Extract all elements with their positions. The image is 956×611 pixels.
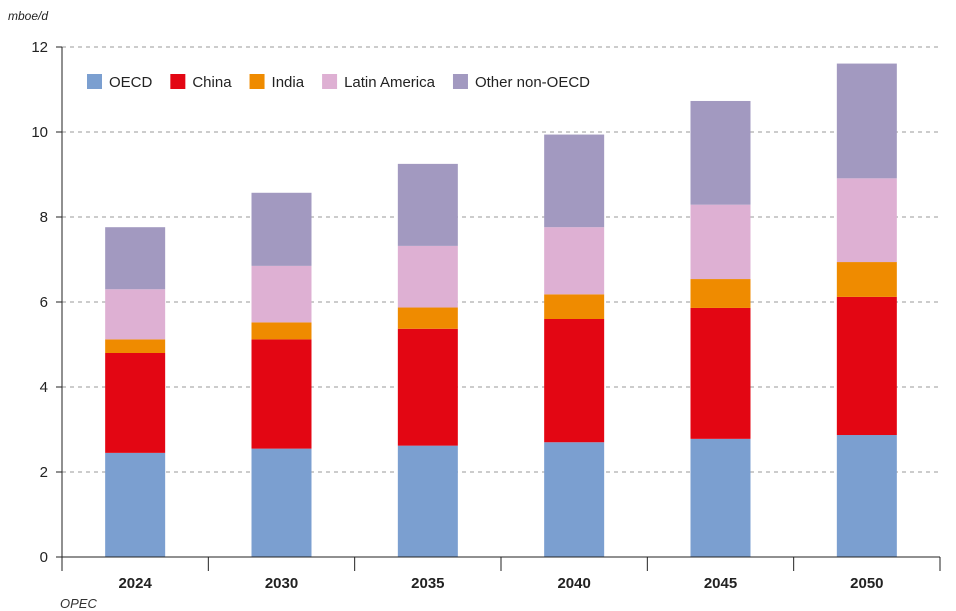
bar-segment-oecd-2024 [105, 452, 166, 557]
bar-segment-oecd-2030 [251, 448, 312, 557]
bar-segment-oecd-2035 [397, 445, 458, 557]
bar-segment-china-2050 [836, 296, 897, 436]
y-axis-unit-label: mboe/d [8, 9, 48, 23]
bar-segment-other-non-oecd-2045 [690, 100, 751, 205]
bar-segment-china-2045 [690, 307, 751, 439]
gridlines [62, 46, 940, 473]
bar-segment-latin-america-2040 [544, 227, 605, 295]
legend-swatch [170, 74, 186, 89]
bar-segment-china-2035 [397, 328, 458, 446]
bar-segment-india-2040 [544, 294, 605, 319]
x-category-label: 2050 [850, 575, 883, 592]
legend-label: Other non-OECD [475, 74, 590, 91]
y-tick-label: 4 [40, 379, 48, 396]
x-category-label: 2030 [265, 575, 298, 592]
bar-segment-india-2045 [690, 279, 751, 308]
bar-segment-india-2030 [251, 322, 312, 340]
x-category-label: 2040 [557, 575, 590, 592]
x-category-label: 2024 [118, 575, 152, 592]
bar-segment-other-non-oecd-2030 [251, 192, 312, 266]
bar-segment-china-2040 [544, 319, 605, 443]
bar-segment-other-non-oecd-2035 [397, 163, 458, 246]
bar-segment-oecd-2045 [690, 438, 751, 557]
bar-segment-latin-america-2035 [397, 245, 458, 308]
bar-segment-india-2050 [836, 262, 897, 297]
bar-segment-latin-america-2045 [690, 204, 751, 280]
legend-swatch [452, 74, 468, 89]
bar-segment-oecd-2050 [836, 435, 897, 557]
legend-label: India [272, 74, 305, 91]
bar-segment-oecd-2040 [544, 442, 605, 557]
bar-segment-india-2024 [105, 339, 166, 353]
bar-segment-latin-america-2050 [836, 178, 897, 263]
bar-segment-china-2024 [105, 353, 166, 453]
bars [105, 63, 897, 557]
bar-segment-other-non-oecd-2040 [544, 134, 605, 228]
legend: OECD China India Latin America Other non-OEC… [87, 74, 590, 91]
y-tick-label: 10 [31, 124, 48, 141]
y-tick-label: 0 [40, 549, 48, 566]
legend-swatch [322, 74, 338, 89]
legend-swatch [87, 74, 102, 89]
y-tick-label: 8 [40, 209, 48, 226]
x-category-label: 2035 [411, 575, 444, 592]
source-label: OPEC [60, 596, 97, 611]
bar-segment-other-non-oecd-2050 [836, 63, 897, 179]
x-category-label: 2045 [704, 575, 737, 592]
bar-segment-latin-america-2030 [251, 265, 312, 323]
y-tick-label: 2 [40, 464, 48, 481]
legend-swatch [249, 74, 265, 89]
y-tick-label: 12 [31, 39, 48, 56]
axes: 0 2 4 6 8 10 12 2024 2030 2035 2040 2045 2050 [31, 39, 941, 592]
legend-label: OECD [109, 74, 153, 91]
legend-label: China [192, 74, 232, 91]
y-tick-label: 6 [40, 294, 48, 311]
bar-segment-china-2030 [251, 339, 312, 449]
bar-segment-india-2035 [397, 307, 458, 329]
bar-segment-latin-america-2024 [105, 289, 166, 340]
bar-segment-other-non-oecd-2024 [105, 227, 166, 290]
legend-label: Latin America [344, 74, 436, 91]
